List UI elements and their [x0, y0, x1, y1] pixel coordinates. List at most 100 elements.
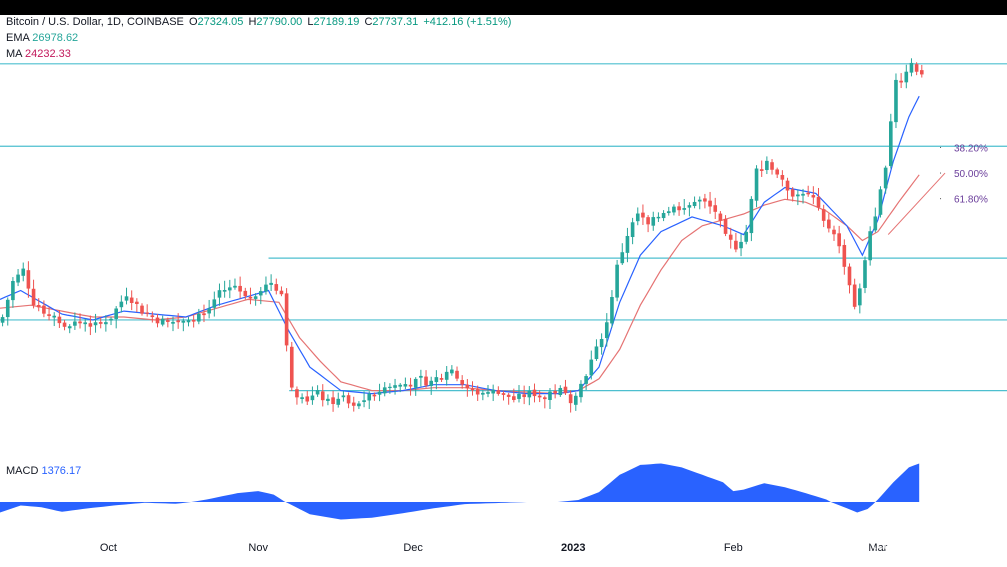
candle-body-110	[568, 394, 573, 404]
watermark-text: @ ZMKahloon	[812, 533, 934, 554]
candle-body-89	[460, 380, 464, 385]
candle-body-86	[444, 371, 449, 380]
candle-body-102	[527, 390, 532, 398]
candle-body-56	[289, 346, 294, 388]
candle-body-30	[155, 317, 160, 324]
candle-body-94	[486, 392, 490, 394]
candle-body-58	[300, 397, 304, 400]
candle-body-162	[837, 233, 841, 247]
candle-body-118	[610, 297, 614, 324]
fib-label-0: 38.20%	[954, 143, 988, 154]
fib-label-1: 50.00%	[954, 169, 988, 180]
candle-body-5	[26, 270, 31, 289]
candle-body-101	[522, 394, 526, 398]
candle-body-107	[553, 390, 557, 394]
candle-body-59	[305, 396, 310, 402]
candle-body-88	[455, 370, 459, 379]
candle-body-32	[166, 320, 170, 322]
candle-body-79	[408, 384, 413, 387]
candle-body-137	[708, 200, 712, 207]
candle-body-109	[563, 386, 568, 394]
candle-body-91	[470, 388, 475, 391]
candle-body-18	[93, 322, 98, 326]
candle-body-28	[145, 312, 149, 314]
candle-body-80	[413, 378, 418, 388]
candle-body-4	[21, 268, 26, 276]
candle-body-155	[801, 193, 805, 196]
candle-body-138	[713, 205, 718, 212]
candle-body-142	[734, 240, 738, 250]
change-value: +412.16 (+1.51%)	[423, 16, 512, 28]
symbol-header: Bitcoin / U.S. Dollar, 1D, COINBASE O273…	[6, 16, 511, 28]
candle-body-104	[537, 395, 542, 398]
candle-body-93	[481, 392, 485, 395]
candle-body-133	[687, 205, 692, 208]
candle-body-53	[274, 284, 279, 291]
candle-body-105	[543, 397, 547, 400]
candle-body-90	[465, 384, 470, 389]
candle-body-122	[630, 222, 635, 238]
ema-value: 26978.62	[32, 32, 79, 44]
ema-line	[0, 95, 920, 395]
candle-body-131	[677, 206, 681, 211]
macd-legend[interactable]: MACD 1376.17	[6, 465, 81, 477]
candle-body-55	[284, 293, 289, 346]
high-value: 27790.00	[256, 16, 303, 28]
candle-body-14	[73, 321, 77, 326]
candle-body-44	[227, 287, 232, 291]
candle-body-51	[264, 284, 268, 292]
candle-body-38	[197, 313, 201, 322]
candle-body-151	[780, 175, 785, 180]
ma-line	[0, 174, 920, 395]
candle-body-68	[351, 402, 356, 406]
candle-body-119	[615, 264, 619, 298]
candle-body-34	[176, 320, 180, 323]
macd-area	[0, 463, 920, 520]
candle-body-78	[403, 384, 408, 387]
candle-body-16	[83, 322, 88, 325]
candle-body-12	[62, 322, 67, 327]
price-chart[interactable]: 38.20%50.00%61.80%OctNovDec2023FebMarApr…	[0, 15, 1007, 567]
ema-label: EMA	[6, 32, 30, 44]
candle-body-159	[821, 209, 826, 221]
candle-body-83	[429, 380, 434, 386]
candle-body-69	[357, 403, 361, 407]
candle-body-57	[295, 389, 299, 398]
candle-body-35	[181, 320, 186, 323]
candle-body-177	[914, 64, 919, 72]
candle-body-73	[377, 391, 382, 395]
candle-body-145	[749, 198, 754, 234]
candle-body-125	[646, 217, 650, 225]
candle-body-27	[140, 305, 144, 314]
candle-body-160	[827, 219, 831, 229]
candle-body-123	[635, 213, 640, 222]
candle-body-126	[651, 217, 656, 226]
candle-body-45	[233, 285, 237, 288]
candle-body-166	[858, 288, 862, 306]
candle-body-60	[310, 395, 315, 401]
low-value: 27189.19	[313, 16, 360, 28]
ma-legend[interactable]: MA 24232.33	[6, 48, 71, 60]
ma-value: 24232.33	[24, 48, 71, 60]
candle-body-46	[238, 285, 242, 292]
candle-body-47	[243, 290, 248, 297]
candle-body-147	[759, 169, 764, 171]
x-tick-mar: Mar	[868, 542, 887, 554]
candle-body-20	[104, 322, 108, 325]
candle-body-173	[894, 79, 898, 123]
ema-legend[interactable]: EMA 26978.62	[6, 32, 78, 44]
candle-body-62	[320, 391, 325, 401]
candle-body-87	[450, 369, 454, 374]
candle-body-161	[832, 229, 836, 235]
candle-body-175	[904, 71, 909, 83]
candle-body-9	[47, 314, 51, 317]
candle-body-99	[512, 396, 516, 400]
candle-body-24	[124, 296, 129, 301]
candle-body-2	[11, 281, 15, 301]
candle-body-144	[744, 231, 749, 242]
fib-label-2: 61.80%	[954, 195, 988, 206]
candle-body-77	[398, 384, 403, 387]
symbol-title: Bitcoin / U.S. Dollar, 1D, COINBASE	[6, 16, 184, 28]
candle-body-127	[656, 216, 661, 219]
